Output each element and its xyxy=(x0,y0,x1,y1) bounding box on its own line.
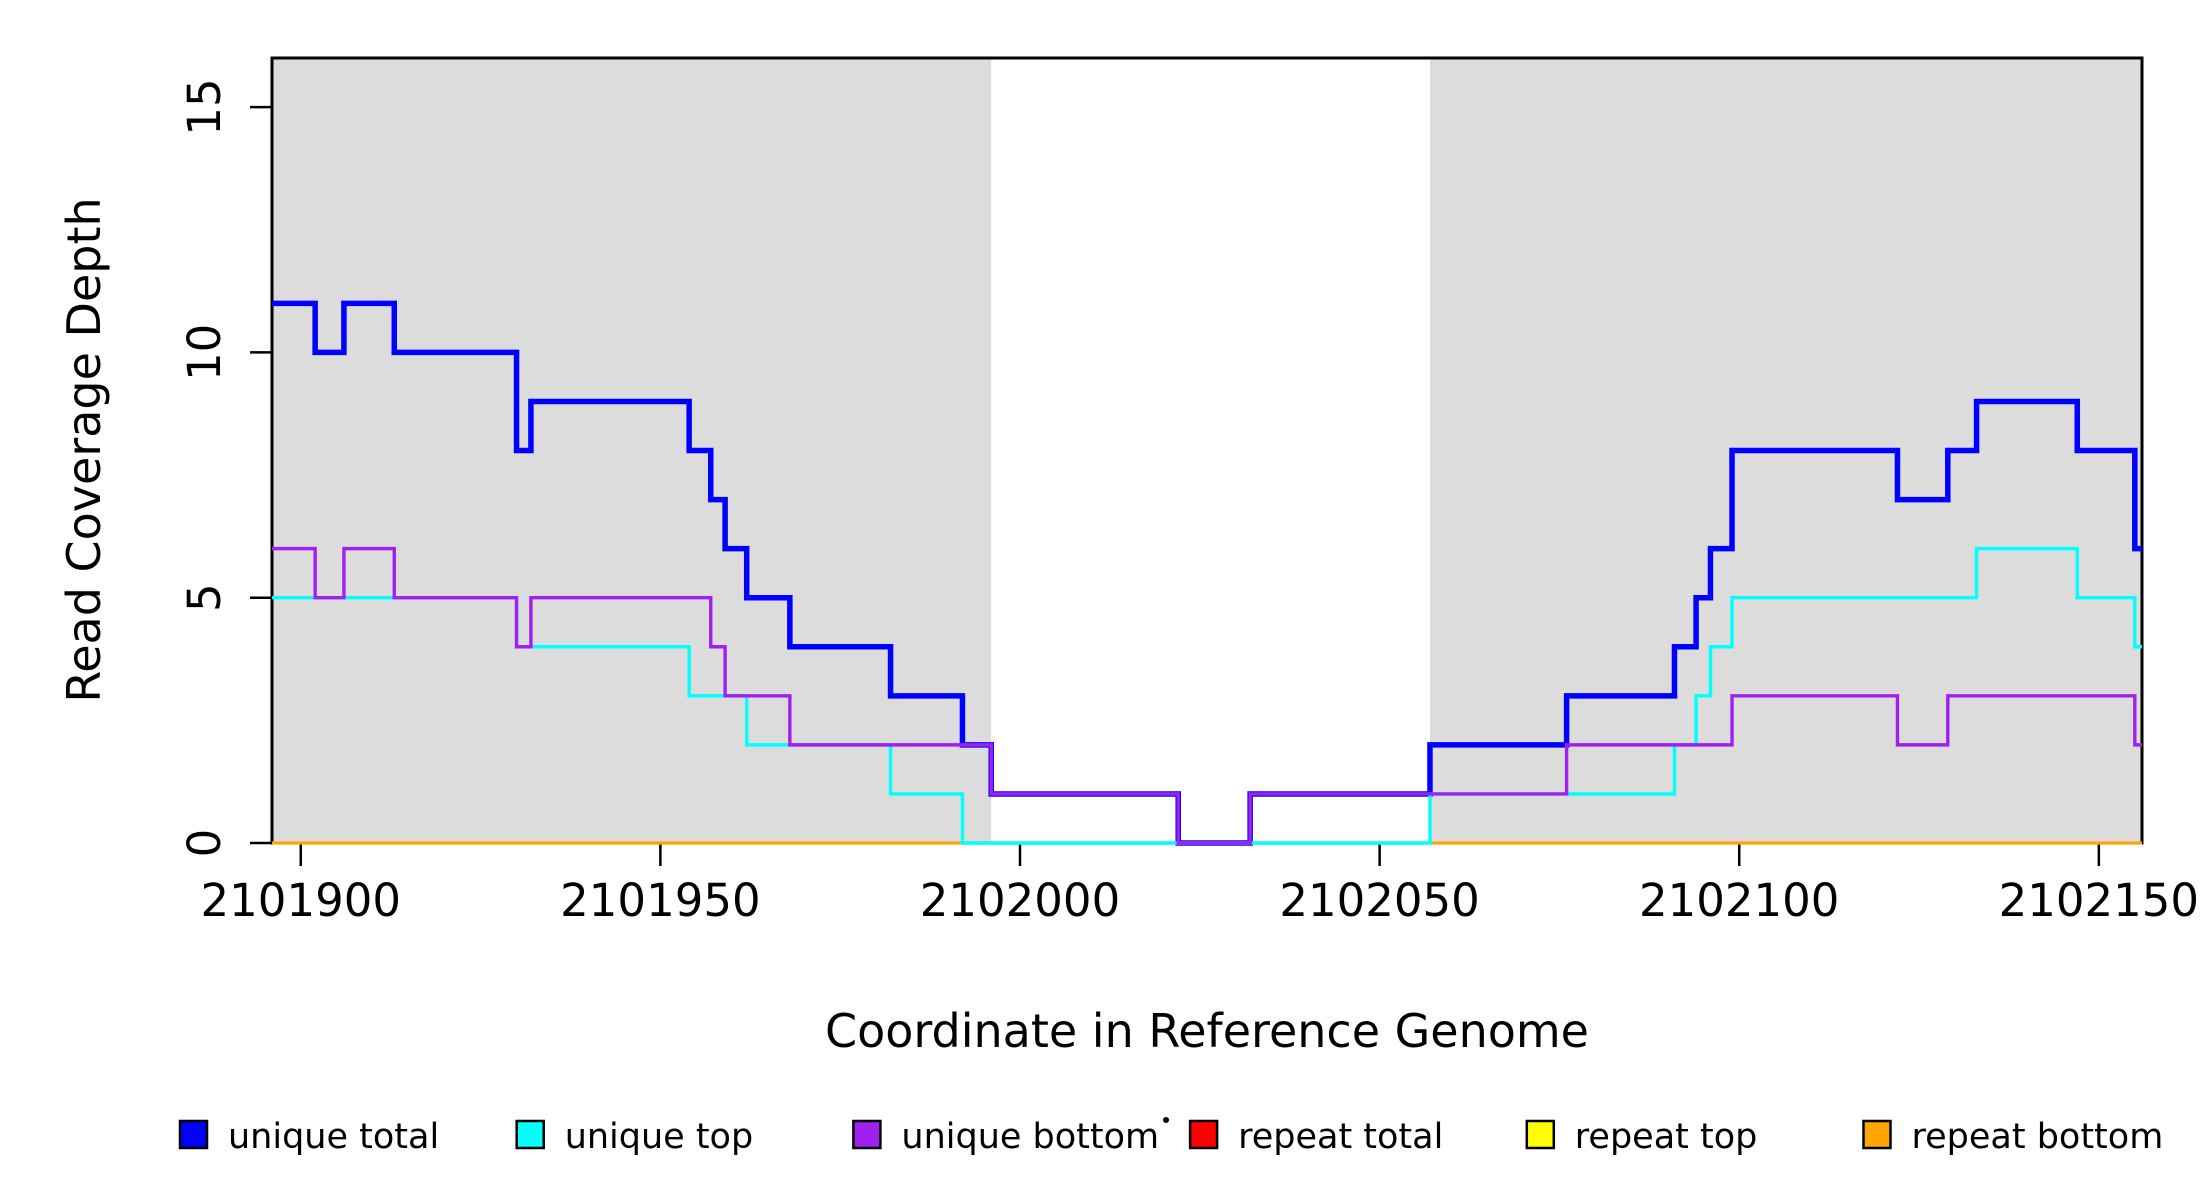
legend-swatch-repeat-bottom xyxy=(1862,1119,1892,1150)
legend-item-repeat-top: repeat top xyxy=(1525,1117,1758,1157)
stray-dot xyxy=(1163,1117,1169,1123)
legend-swatch-unique-top xyxy=(515,1119,545,1150)
y-tick-label: 0 xyxy=(178,829,231,858)
series-unique-top xyxy=(272,546,2142,845)
series-unique-bottom xyxy=(272,546,2142,845)
legend-swatch-unique-bottom xyxy=(852,1119,882,1150)
x-tick-label: 2102000 xyxy=(920,874,1120,927)
legend-label: repeat total xyxy=(1238,1117,1443,1157)
legend-swatch-unique-total xyxy=(178,1119,209,1150)
axis-ticks: 2101900 2101950 2102000 2102050 2102100 21021… xyxy=(178,78,2199,927)
x-axis-title: Coordinate in Reference Genome xyxy=(825,1004,1589,1058)
legend: unique total unique top unique bottom repea… xyxy=(178,1117,2164,1157)
x-tick-label: 2101900 xyxy=(201,874,401,927)
x-tick-label: 2102100 xyxy=(1639,874,1839,927)
legend-swatch-repeat-top xyxy=(1525,1119,1556,1150)
x-tick-label: 2102050 xyxy=(1279,874,1479,927)
legend-item-unique-top: unique top xyxy=(515,1117,754,1157)
legend-label: unique total xyxy=(228,1117,439,1157)
y-tick-label: 15 xyxy=(178,78,231,135)
legend-item-unique-bottom: unique bottom xyxy=(852,1117,1159,1157)
x-tick-label: 2102150 xyxy=(1999,874,2199,927)
legend-item-repeat-bottom: repeat bottom xyxy=(1862,1117,2164,1157)
y-tick-label: 10 xyxy=(178,324,231,381)
y-tick-label: 5 xyxy=(178,583,231,612)
data-series xyxy=(272,300,2142,846)
legend-item-repeat-total: repeat total xyxy=(1188,1117,1443,1157)
shaded-band-0 xyxy=(272,58,992,843)
x-tick-label: 2101950 xyxy=(560,874,760,927)
legend-label: repeat top xyxy=(1575,1117,1758,1157)
legend-item-unique-total: unique total xyxy=(178,1117,439,1157)
legend-label: unique top xyxy=(565,1117,754,1157)
legend-swatch-repeat-total xyxy=(1188,1119,1219,1150)
legend-label: repeat bottom xyxy=(1912,1117,2164,1157)
legend-label: unique bottom xyxy=(901,1117,1159,1157)
y-axis-title: Read Coverage Depth xyxy=(57,197,111,702)
